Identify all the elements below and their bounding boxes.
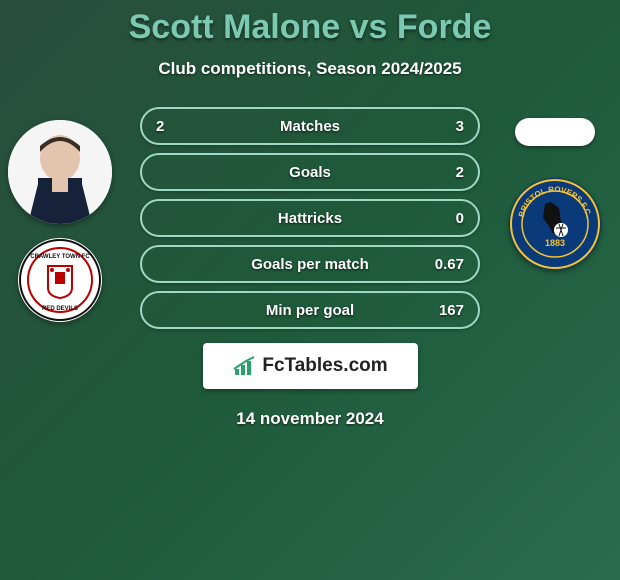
- bristol-rovers-badge-icon: 1883 BRISTOL ROVERS F.C.: [509, 178, 601, 270]
- stat-right-value: 2: [424, 164, 464, 181]
- stat-label: Matches: [280, 118, 340, 135]
- stat-label: Goals per match: [251, 256, 369, 273]
- stat-right-value: 3: [424, 118, 464, 135]
- stat-label: Min per goal: [266, 302, 354, 319]
- site-logo-text: FcTables.com: [262, 355, 387, 377]
- stat-left-value: 2: [156, 118, 196, 135]
- stats-list: 2 Matches 3 Goals 2 Hattricks 0 Goals pe…: [140, 107, 480, 329]
- left-player-column: CRAWLEY TOWN FC RED DEVILS: [8, 120, 123, 322]
- stat-right-value: 0.67: [424, 256, 464, 273]
- right-club-badge: 1883 BRISTOL ROVERS F.C.: [509, 178, 601, 270]
- stat-right-value: 167: [424, 302, 464, 319]
- stat-row: Goals 2: [140, 153, 480, 191]
- left-club-badge: CRAWLEY TOWN FC RED DEVILS: [18, 238, 102, 322]
- svg-text:RED DEVILS: RED DEVILS: [42, 306, 78, 312]
- stat-label: Goals: [289, 164, 331, 181]
- date-text: 14 november 2024: [0, 409, 620, 429]
- right-player-column: 1883 BRISTOL ROVERS F.C.: [497, 120, 612, 270]
- bars-icon: [232, 355, 258, 377]
- stat-row: Goals per match 0.67: [140, 245, 480, 283]
- site-logo: FcTables.com: [203, 343, 418, 389]
- left-player-photo: [8, 120, 112, 224]
- page-title: Scott Malone vs Forde: [0, 8, 620, 47]
- right-player-flag: [515, 118, 595, 146]
- stat-right-value: 0: [424, 210, 464, 227]
- subtitle: Club competitions, Season 2024/2025: [0, 59, 620, 79]
- stat-label: Hattricks: [278, 210, 342, 227]
- stat-row: Min per goal 167: [140, 291, 480, 329]
- stat-row: Hattricks 0: [140, 199, 480, 237]
- badge-year: 1883: [544, 238, 564, 248]
- player-silhouette-icon: [8, 120, 112, 224]
- crawley-badge-icon: CRAWLEY TOWN FC RED DEVILS: [18, 238, 102, 322]
- svg-text:CRAWLEY TOWN FC: CRAWLEY TOWN FC: [30, 254, 90, 260]
- stat-row: 2 Matches 3: [140, 107, 480, 145]
